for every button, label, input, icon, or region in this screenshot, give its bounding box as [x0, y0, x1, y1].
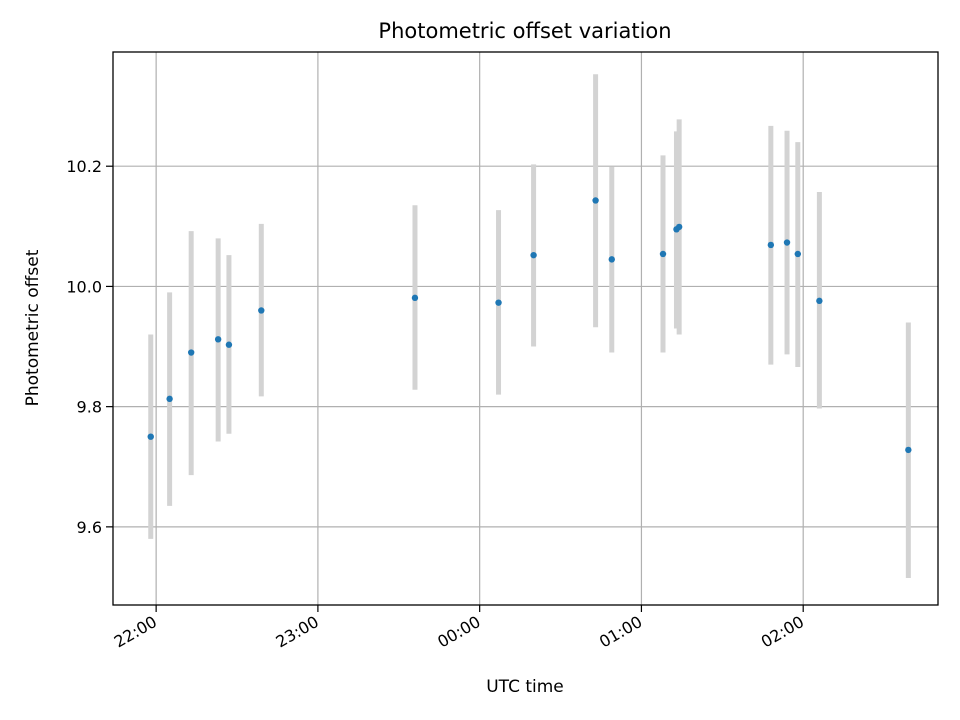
data-point [147, 433, 154, 440]
y-axis-ticks: 9.6 9.8 10.0 10.2 [66, 157, 113, 537]
data-point [258, 307, 265, 314]
data-point [794, 250, 802, 258]
data-point [495, 299, 502, 306]
y-tick-label: 9.6 [77, 518, 102, 537]
data-point [767, 241, 775, 249]
grid-lines [113, 52, 938, 605]
data-point [659, 250, 667, 258]
data-point [675, 223, 683, 231]
y-tick-label: 9.8 [77, 398, 102, 417]
plot-frame [112, 51, 939, 606]
data-point [608, 256, 615, 263]
data-point [592, 197, 599, 204]
y-tick-label: 10.2 [66, 157, 102, 176]
data-points [147, 197, 912, 454]
y-tick-label: 10.0 [66, 277, 102, 296]
x-axis-label: UTC time [486, 677, 564, 697]
data-point [166, 395, 173, 403]
data-point [783, 239, 791, 246]
data-point [905, 446, 912, 454]
data-point [214, 336, 222, 343]
data-point [530, 251, 537, 259]
data-point [187, 349, 195, 356]
y-axis-label: Photometric offset [23, 249, 43, 406]
data-point [411, 294, 419, 302]
chart-title: Photometric offset variation [378, 19, 671, 43]
data-point [225, 341, 233, 348]
data-point [816, 297, 823, 305]
